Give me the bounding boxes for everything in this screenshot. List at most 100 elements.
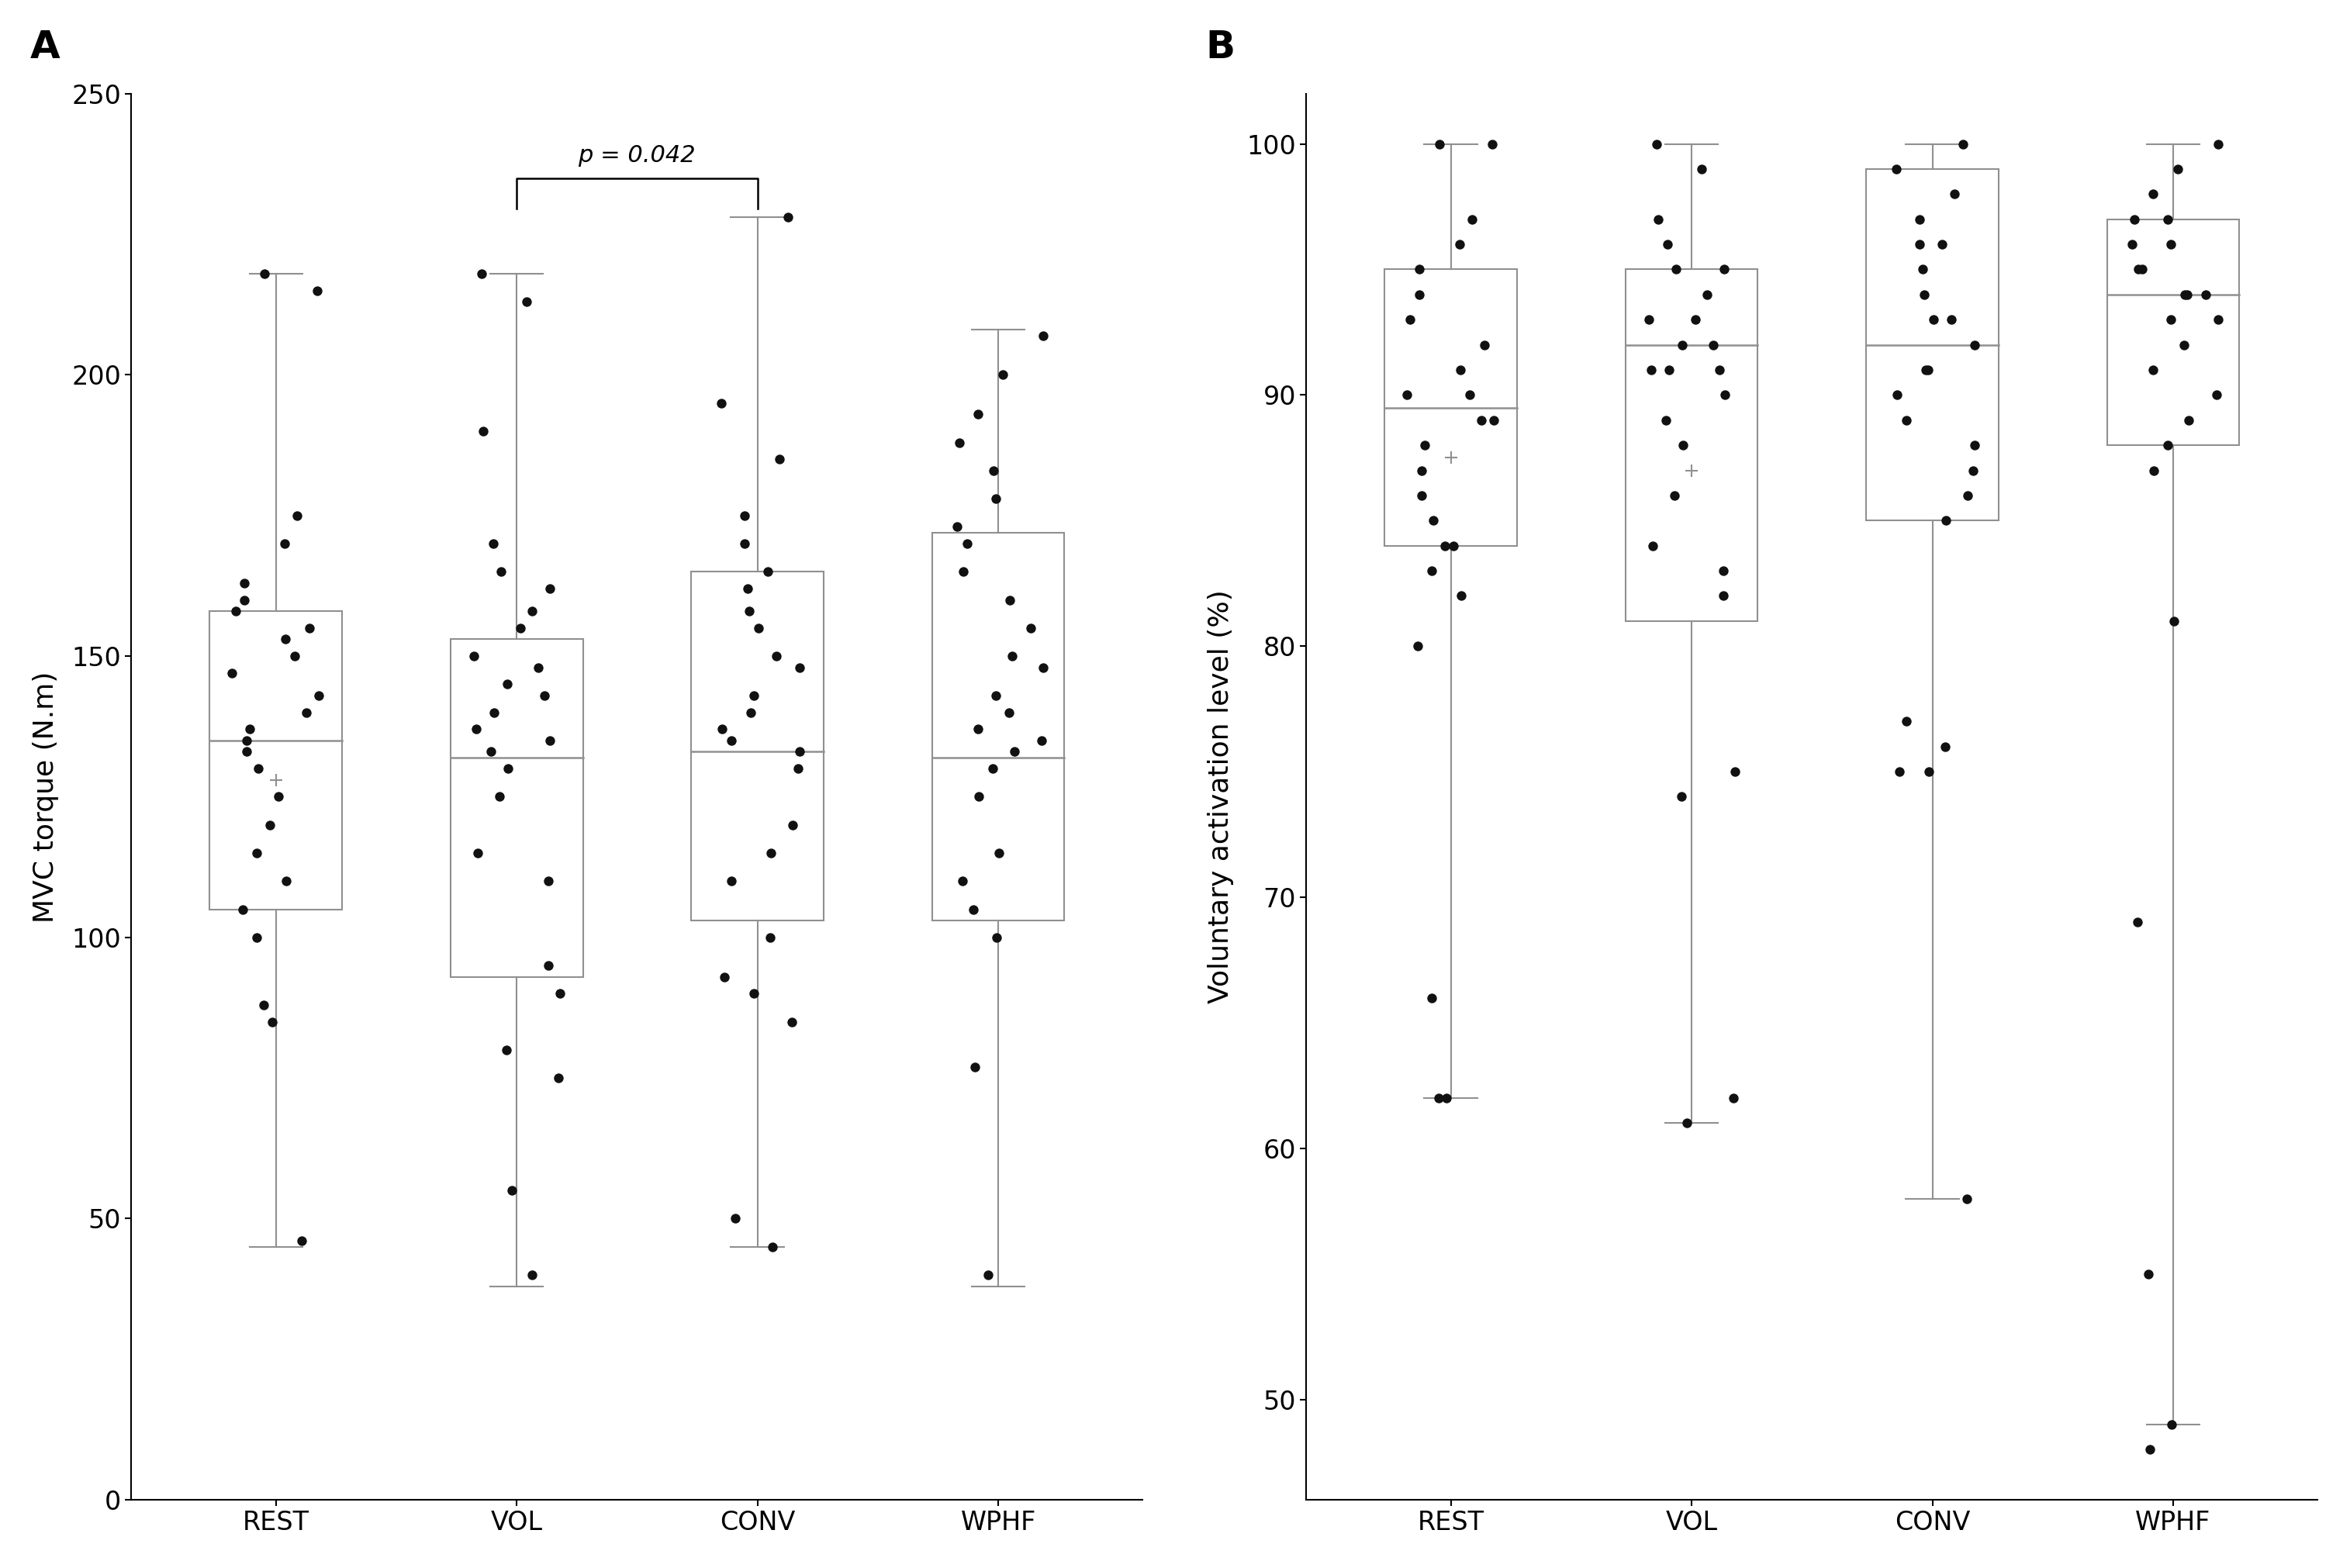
Point xyxy=(489,671,526,696)
Point xyxy=(1405,433,1443,458)
Text: B: B xyxy=(1206,28,1234,66)
Point xyxy=(228,728,266,753)
Point xyxy=(1401,282,1438,307)
Point xyxy=(266,627,303,652)
Point xyxy=(1687,282,1725,307)
Point xyxy=(1429,1085,1466,1110)
Point xyxy=(1901,207,1939,232)
Point xyxy=(512,1262,550,1287)
Point xyxy=(1661,784,1699,809)
Point xyxy=(1904,257,1941,282)
Point xyxy=(2188,282,2225,307)
Point xyxy=(1694,332,1732,358)
Point xyxy=(985,362,1022,387)
Point xyxy=(2113,232,2150,257)
Point xyxy=(1419,132,1457,157)
Y-axis label: MVC torque (N.m): MVC torque (N.m) xyxy=(33,671,59,922)
Point xyxy=(1640,207,1678,232)
Point xyxy=(1906,282,1943,307)
Point xyxy=(752,840,790,866)
Point xyxy=(1664,433,1701,458)
Point xyxy=(996,739,1034,764)
Point xyxy=(251,812,289,837)
Point xyxy=(508,289,545,314)
Point xyxy=(703,717,740,742)
Point xyxy=(1704,583,1741,608)
Point xyxy=(1955,458,1993,483)
Point xyxy=(733,699,771,724)
Point xyxy=(1013,616,1050,641)
Point xyxy=(1927,734,1965,759)
Point xyxy=(961,784,999,809)
Point xyxy=(2153,307,2190,332)
Point xyxy=(945,560,982,585)
Bar xyxy=(1384,270,1518,546)
Point xyxy=(1676,307,1713,332)
Point xyxy=(529,953,566,978)
Point xyxy=(1704,558,1741,583)
Point xyxy=(1441,232,1478,257)
Point xyxy=(1443,583,1480,608)
Point xyxy=(240,756,277,781)
Point xyxy=(244,993,282,1018)
Point xyxy=(1401,257,1438,282)
Point xyxy=(1412,985,1450,1010)
Point xyxy=(1466,332,1504,358)
Point xyxy=(752,925,790,950)
Point xyxy=(728,575,766,601)
Point xyxy=(2171,408,2209,433)
Point xyxy=(773,812,811,837)
Point xyxy=(526,684,564,709)
Point xyxy=(780,739,818,764)
Point xyxy=(754,1234,792,1259)
Point xyxy=(237,840,275,866)
Point xyxy=(216,599,254,624)
Point xyxy=(512,599,550,624)
Point xyxy=(978,486,1015,511)
Point xyxy=(978,684,1015,709)
Point xyxy=(938,514,975,539)
Point xyxy=(282,1229,320,1254)
Point xyxy=(1932,307,1969,332)
Point xyxy=(1911,358,1948,383)
Point xyxy=(1906,358,1943,383)
Point xyxy=(750,560,787,585)
Y-axis label: Voluntary activation level (%): Voluntary activation level (%) xyxy=(1208,590,1234,1004)
Point xyxy=(456,643,493,668)
Point xyxy=(531,728,569,753)
Point xyxy=(2134,182,2171,207)
Text: p = 0.042: p = 0.042 xyxy=(578,144,696,166)
Point xyxy=(287,699,324,724)
Point xyxy=(258,784,296,809)
Point xyxy=(1633,358,1671,383)
Point xyxy=(529,869,566,894)
Point xyxy=(940,430,978,455)
Point xyxy=(1022,728,1060,753)
Point xyxy=(759,643,797,668)
Point xyxy=(949,532,987,557)
Point xyxy=(540,982,578,1007)
Point xyxy=(1878,157,1915,182)
Point xyxy=(1647,408,1685,433)
Bar xyxy=(691,572,825,920)
Point xyxy=(1948,483,1986,508)
Point xyxy=(1664,332,1701,358)
Point xyxy=(1683,157,1720,182)
Point xyxy=(1915,307,1953,332)
Point xyxy=(2131,1438,2169,1463)
Point xyxy=(1901,232,1939,257)
Point xyxy=(472,739,510,764)
Point xyxy=(458,840,496,866)
Point xyxy=(1398,633,1436,659)
Point xyxy=(2197,383,2235,408)
Bar xyxy=(2108,220,2240,445)
Point xyxy=(1706,383,1744,408)
Point xyxy=(1433,533,1471,558)
Point xyxy=(761,447,799,472)
Point xyxy=(736,982,773,1007)
Point xyxy=(463,262,501,287)
Point xyxy=(2148,433,2186,458)
Point xyxy=(1955,332,1993,358)
Point xyxy=(465,419,503,444)
Point xyxy=(989,699,1027,724)
